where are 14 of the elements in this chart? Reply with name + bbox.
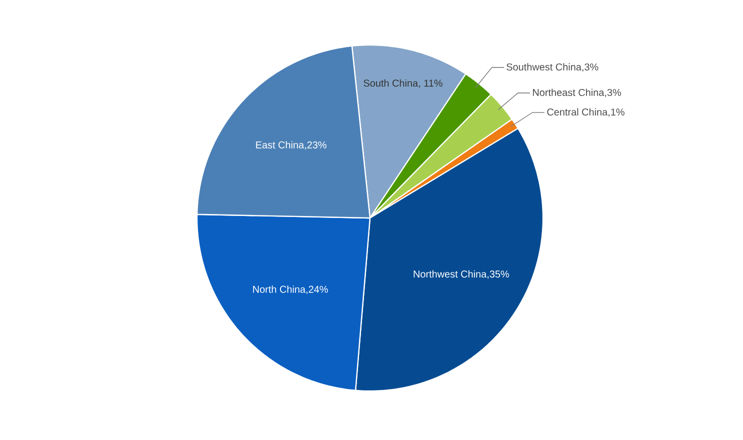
- slice-label: South China: [364, 79, 418, 87]
- slice-label: Southwest China: [506, 63, 582, 70]
- data-label: ,24%: [306, 286, 328, 294]
- data-label: , 11%: [418, 80, 442, 88]
- data-label: ,35%: [488, 270, 509, 279]
- slice-label: East China: [256, 141, 304, 148]
- data-label: ,3%: [605, 88, 622, 98]
- data-label: ,1%: [608, 108, 624, 117]
- slice-label: Central China: [547, 108, 608, 116]
- slice-label: North China: [253, 286, 306, 293]
- data-label: ,23%: [304, 141, 326, 150]
- data-label: ,3%: [582, 63, 598, 72]
- slice-label: Northwest China: [414, 270, 487, 278]
- slice-label: Northeast China: [533, 88, 604, 96]
